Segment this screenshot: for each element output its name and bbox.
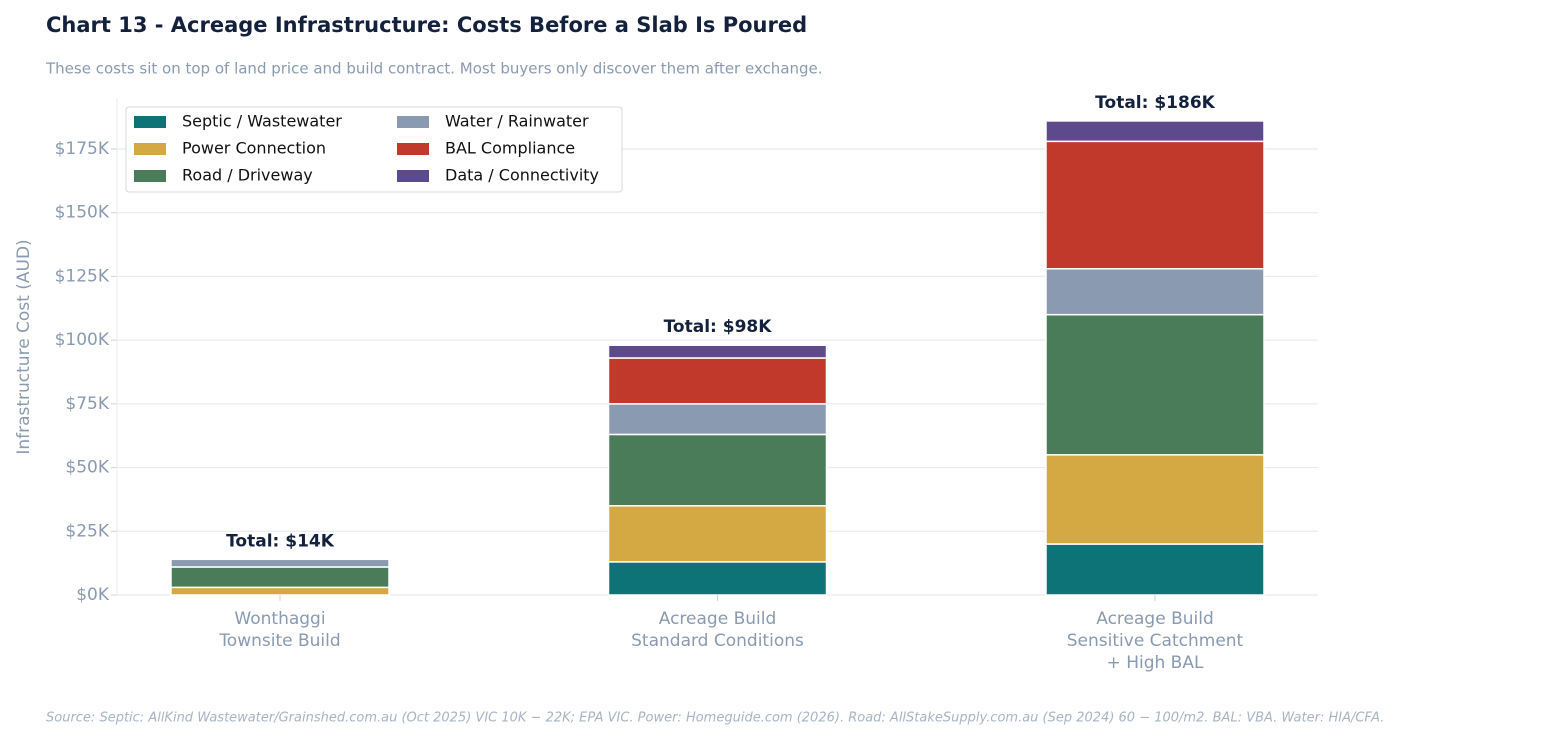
legend-swatch (134, 116, 166, 128)
bar-segment (607, 505, 828, 563)
x-tick-label: Wonthaggi Townsite Build (219, 609, 341, 651)
bar-segment (1045, 268, 1265, 316)
bar-segment (1045, 140, 1265, 270)
y-tick-label: $75K (65, 394, 109, 414)
bar-segment (607, 403, 828, 436)
y-tick-label: $100K (55, 330, 110, 350)
legend-label: Power Connection (182, 139, 326, 158)
legend-label: BAL Compliance (445, 139, 575, 158)
legend-box (125, 106, 623, 193)
bar-segment (1045, 454, 1265, 545)
bar-segment (607, 561, 828, 596)
total-label: Total: $98K (664, 317, 773, 337)
bar-segment (1045, 120, 1265, 143)
legend-swatch (397, 116, 429, 128)
x-tick-label: Acreage Build Sensitive Catchment + High… (1066, 609, 1244, 673)
y-tick-label: $0K (76, 585, 110, 605)
legend: Septic / Wastewater Power Connection Road … (125, 106, 623, 193)
bar-segment (607, 433, 828, 507)
y-tick-label: $125K (55, 266, 110, 286)
legend-label: Road / Driveway (182, 166, 313, 185)
chart-title: Chart 13 - Acreage Infrastructure: Costs… (46, 13, 807, 37)
legend-label: Septic / Wastewater (182, 112, 342, 131)
legend-swatch (397, 170, 429, 182)
y-tick-label: $175K (55, 139, 110, 159)
bar-segment (170, 586, 390, 596)
chart-subtitle: These costs sit on top of land price and… (45, 60, 823, 78)
bar-segment (607, 357, 828, 405)
legend-swatch (134, 143, 166, 155)
total-label: Total: $186K (1095, 93, 1215, 113)
legend-label: Water / Rainwater (445, 112, 589, 131)
bar-segment (1045, 543, 1265, 596)
source-note: Source: Septic: AllKind Wastewater/Grain… (46, 711, 1384, 726)
total-label: Total: $14K (226, 531, 335, 551)
legend-label: Data / Connectivity (445, 166, 599, 185)
x-tick-label: Acreage Build Standard Conditions (631, 609, 804, 651)
bar-segment (607, 344, 828, 359)
legend-swatch (134, 170, 166, 182)
y-tick-label: $25K (65, 521, 109, 541)
y-tick-label: $50K (65, 458, 109, 478)
bar-segment (170, 566, 390, 589)
bar-segment (170, 558, 390, 568)
y-tick-label: $150K (55, 203, 110, 223)
bar-segment (1045, 313, 1265, 456)
y-axis-label: Infrastructure Cost (AUD) (14, 239, 34, 454)
legend-swatch (397, 143, 429, 155)
